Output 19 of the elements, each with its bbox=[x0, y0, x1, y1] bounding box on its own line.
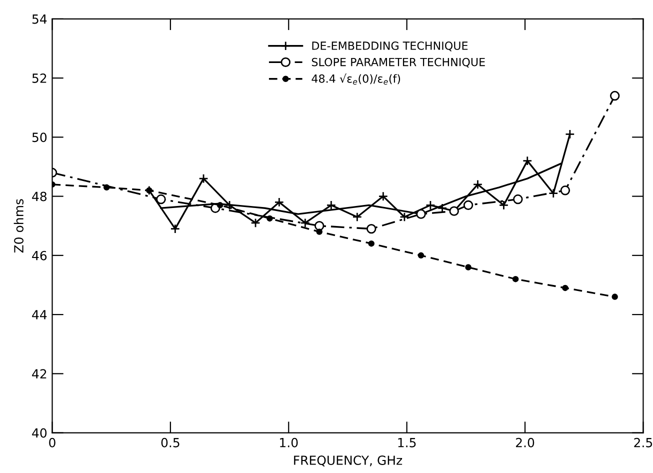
y-tick-label: 54 bbox=[32, 14, 47, 24]
y-tick-label: 50 bbox=[32, 132, 47, 142]
x-axis-title: FREQUENCY, GHz bbox=[294, 456, 402, 466]
legend-label: 48.4 √ε$_{e}$(0)/ε$_{e}$(f) bbox=[312, 74, 400, 85]
y-tick-label: 40 bbox=[32, 428, 47, 438]
y-tick-label: 52 bbox=[32, 74, 46, 83]
x-tick-label: 0.5 bbox=[161, 438, 180, 448]
x-tick-label: 1.5 bbox=[398, 438, 416, 448]
legend-label: DE-EMBEDDING TECHNIQUE bbox=[312, 42, 468, 52]
x-tick-label: 0 bbox=[49, 438, 56, 448]
y-tick-label: 42 bbox=[32, 369, 46, 378]
legend-label: SLOPE PARAMETER TECHNIQUE bbox=[312, 58, 485, 68]
y-tick-label: 46 bbox=[32, 250, 47, 260]
x-tick-label: 1.0 bbox=[280, 438, 298, 448]
x-tick-label: 2.5 bbox=[634, 438, 652, 448]
y-tick-label: 44 bbox=[32, 310, 47, 320]
y-tick-label: 48 bbox=[32, 192, 47, 202]
x-tick-label: 2.0 bbox=[516, 438, 534, 448]
y-axis-title: Z0 ohms bbox=[14, 199, 24, 253]
